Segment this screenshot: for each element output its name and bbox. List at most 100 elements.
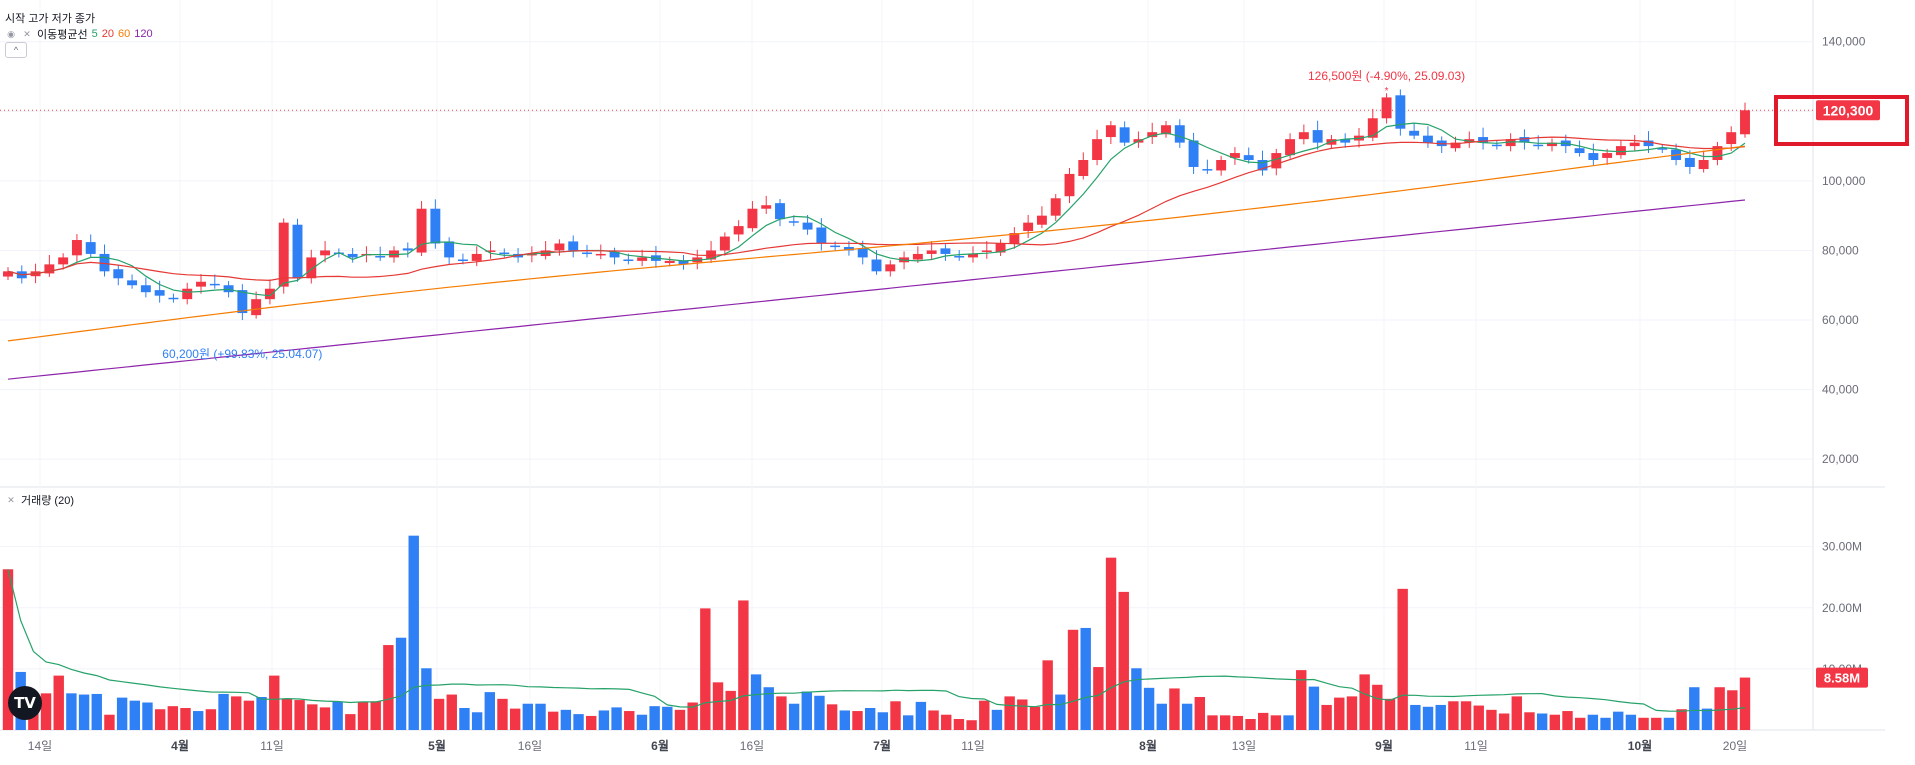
candle bbox=[347, 253, 358, 258]
volume-bar bbox=[877, 712, 889, 730]
close-icon[interactable]: ✕ bbox=[23, 28, 31, 39]
volume-bar bbox=[1600, 717, 1611, 730]
time-tick-label-11: 9월 bbox=[1375, 738, 1393, 753]
volume-bar bbox=[573, 714, 584, 730]
candle bbox=[1105, 125, 1116, 138]
candle bbox=[485, 250, 496, 252]
close-icon[interactable]: ✕ bbox=[7, 494, 15, 505]
volume-bar bbox=[1524, 712, 1535, 730]
volume-bar bbox=[142, 702, 153, 730]
volume-bar bbox=[1562, 711, 1573, 730]
candle bbox=[678, 260, 689, 265]
volume-bar bbox=[1638, 717, 1649, 730]
candle bbox=[568, 241, 579, 251]
candle bbox=[237, 290, 248, 314]
candle bbox=[1257, 160, 1268, 171]
candle bbox=[1602, 153, 1613, 158]
volume-bar bbox=[1093, 667, 1104, 730]
candle bbox=[981, 250, 992, 252]
collapse-legend-button[interactable]: ^ bbox=[5, 42, 27, 58]
volume-bar bbox=[890, 701, 901, 730]
candle bbox=[1367, 118, 1378, 138]
eye-icon[interactable]: ◉ bbox=[7, 28, 15, 39]
volume-bar bbox=[243, 700, 255, 730]
volume-bar bbox=[1511, 696, 1522, 730]
candle bbox=[264, 288, 275, 300]
candle bbox=[320, 250, 331, 256]
volume-bar bbox=[1422, 706, 1434, 730]
volume-bar bbox=[547, 711, 559, 730]
volume-bar bbox=[129, 700, 140, 730]
candle bbox=[775, 203, 785, 220]
candle bbox=[209, 283, 220, 286]
candle bbox=[85, 242, 96, 254]
time-tick-label-12: 11일 bbox=[1464, 739, 1488, 753]
volume-bar bbox=[1397, 588, 1408, 730]
candle bbox=[402, 248, 413, 251]
volume-bar bbox=[1498, 713, 1510, 730]
volume-bar bbox=[1435, 704, 1446, 730]
candle bbox=[154, 290, 165, 296]
volume-bar bbox=[1143, 687, 1155, 730]
volume-bar bbox=[966, 720, 977, 730]
volume-bar bbox=[78, 694, 90, 730]
volume-bar bbox=[1486, 709, 1497, 730]
volume-bar bbox=[1169, 688, 1180, 730]
volume-bar bbox=[66, 693, 77, 730]
candle bbox=[623, 259, 634, 262]
ma-period-5: 5 bbox=[91, 28, 98, 40]
candle bbox=[1615, 146, 1626, 156]
candle bbox=[1036, 215, 1047, 225]
volume-bar bbox=[1473, 705, 1484, 730]
candle bbox=[1078, 160, 1089, 177]
volume-bar bbox=[116, 697, 128, 730]
volume-bar bbox=[357, 701, 369, 730]
volume-bar bbox=[433, 698, 445, 730]
ma-line-5 bbox=[7, 122, 1746, 297]
time-tick-label-1: 4월 bbox=[171, 738, 189, 753]
volume-bar bbox=[1334, 697, 1345, 730]
volume-bar bbox=[1308, 686, 1320, 730]
time-tick-label-6: 16일 bbox=[740, 739, 764, 753]
volume-bar bbox=[649, 706, 660, 730]
volume-bar bbox=[1219, 715, 1231, 730]
volume-bar bbox=[814, 695, 825, 730]
candle bbox=[1202, 169, 1213, 171]
candle bbox=[1684, 157, 1695, 167]
high-marker: * bbox=[1385, 86, 1389, 97]
candle bbox=[1505, 139, 1516, 147]
price-legend: 시작 고가 저가 종가 ◉ ✕ 이동평균선 5 20 60 120 ^ bbox=[5, 10, 153, 58]
candle bbox=[306, 257, 317, 279]
candle bbox=[196, 281, 206, 287]
candle bbox=[1340, 139, 1351, 143]
candle bbox=[251, 299, 262, 316]
volume-bar bbox=[1080, 627, 1091, 730]
volume-bar bbox=[750, 674, 762, 730]
ma-title: 이동평균선 bbox=[37, 29, 88, 41]
volume-bar bbox=[522, 703, 534, 730]
candle bbox=[816, 227, 827, 244]
volume-bar bbox=[902, 715, 914, 730]
volume-bar bbox=[28, 712, 39, 730]
volume-bar bbox=[294, 700, 305, 730]
volume-bar bbox=[1156, 703, 1167, 730]
volume-bar bbox=[852, 711, 863, 730]
candle bbox=[968, 253, 978, 258]
candle bbox=[1740, 110, 1750, 135]
volume-bar bbox=[1042, 660, 1053, 730]
candle bbox=[457, 259, 468, 262]
candle bbox=[664, 260, 675, 263]
price-tick-label-5: 40,000 bbox=[1822, 383, 1859, 397]
volume-bar bbox=[1105, 557, 1117, 730]
volume-bar bbox=[1258, 712, 1269, 730]
volume-bar bbox=[383, 645, 394, 730]
volume-bar bbox=[1625, 714, 1637, 730]
candle bbox=[3, 271, 13, 277]
ohlc-label: 시작 고가 저가 종가 bbox=[5, 13, 96, 25]
volume-badge-text: 8.58M bbox=[1824, 671, 1860, 686]
candle bbox=[1147, 132, 1158, 138]
volume-bars bbox=[2, 535, 1751, 730]
candle bbox=[99, 253, 110, 272]
tradingview-logo[interactable]: TV bbox=[8, 686, 42, 720]
